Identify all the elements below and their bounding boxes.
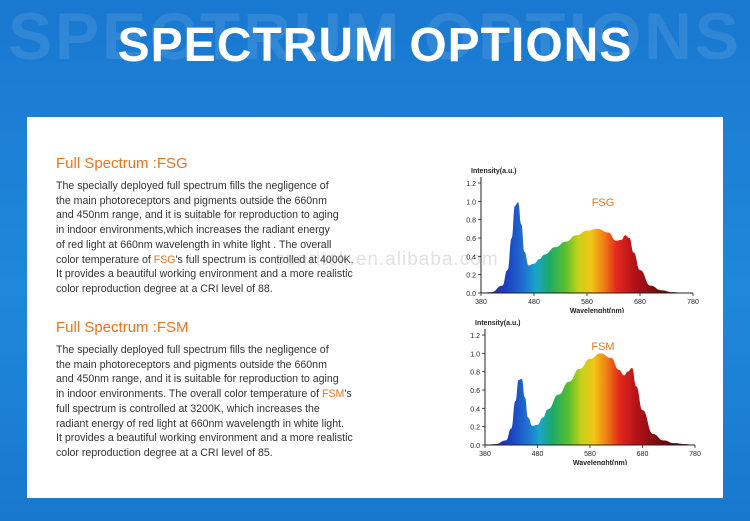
body-line: radiant energy of red light at 660nm wav… (56, 417, 344, 430)
x-tick-label: 680 (634, 299, 646, 306)
body-line: in indoor environments. The overall colo… (56, 388, 352, 401)
highlight-fsg: FSG (153, 253, 176, 266)
body-line: the main photoreceptors and pigments out… (56, 194, 327, 207)
page-title: SPECTRUM OPTIONS (117, 19, 633, 72)
ghost-title: SPECTRUM OPTIONS (8, 0, 742, 73)
y-tick-label: 0.6 (470, 388, 480, 395)
x-tick-label: 580 (584, 451, 596, 458)
x-tick-label: 480 (528, 299, 540, 306)
body-line: It provides a beautiful working environm… (56, 432, 353, 445)
y-tick-label: 0.6 (466, 236, 476, 243)
body-line: the main photoreceptors and pigments out… (56, 358, 327, 371)
y-tick-label: 0.0 (470, 443, 480, 450)
highlight-fsm: FSM (321, 388, 345, 401)
content-panel: Full Spectrum :FSG The specially deploye… (27, 117, 723, 498)
chart-fsm: 0.0 0.2 0.4 0.6 0.8 1.0 1.2 380 480 580 680 780 Inte… (453, 313, 703, 467)
y-axis-label: Intensity(a.u.) (471, 168, 517, 175)
body-line: color reproduction degree at a CRI level… (56, 282, 273, 295)
y-tick-label: 0.8 (470, 370, 480, 377)
y-tick-label: 1.2 (466, 181, 476, 188)
x-tick-label: 780 (689, 451, 701, 458)
y-axis-label: Intensity(a.u.) (475, 320, 521, 327)
x-tick-label: 480 (532, 451, 544, 458)
section-title-fsg: Full Spectrum :FSG (56, 155, 188, 172)
y-tick-label: 1.0 (466, 199, 476, 206)
y-tick-label: 0.8 (466, 218, 476, 225)
section-fsg: Full Spectrum :FSG The specially deploye… (56, 155, 386, 297)
x-tick-label: 380 (479, 451, 491, 458)
body-line: full spectrum is controlled at 3200K, wh… (56, 402, 320, 415)
section-body-fsm: The specially deployed full spectrum fil… (56, 343, 386, 461)
y-tick-label: 0.4 (470, 406, 480, 413)
section-body-fsg: The specially deployed full spectrum fil… (56, 179, 386, 297)
chart-fsg: 0.0 0.2 0.4 0.6 0.8 1.0 1.2 380 480 580 680 780 Inte… (453, 163, 703, 315)
body-line: The specially deployed full spectrum fil… (56, 344, 329, 356)
section-title-fsm: Full Spectrum :FSM (56, 319, 189, 336)
body-line: and 450nm range, and it is suitable for … (56, 209, 339, 222)
watermark: sunritek.en.alibaba.com (275, 249, 499, 270)
x-tick-label: 380 (475, 299, 487, 306)
spectrum-area (481, 202, 693, 293)
body-line: in indoor environments,which increases t… (56, 224, 330, 237)
spectrum-area (485, 353, 695, 445)
chart-fsm-svg: 0.0 0.2 0.4 0.6 0.8 1.0 1.2 380 480 580 680 780 Inte… (470, 320, 701, 467)
body-line: The specially deployed full spectrum fil… (56, 180, 329, 192)
x-tick-label: 780 (687, 299, 699, 306)
y-tick-label: 0.2 (470, 425, 480, 432)
y-tick-label: 0.4 (466, 254, 476, 261)
x-axis-label: Wavelenght(nm) (570, 308, 624, 313)
chart-title: FSG (592, 197, 615, 209)
y-tick-label: 0.0 (466, 291, 476, 298)
chart-title: FSM (591, 341, 614, 353)
body-line: It provides a beautiful working environm… (56, 268, 353, 281)
section-fsm: Full Spectrum :FSM The specially deploye… (56, 319, 386, 461)
body-line: color reproduction degree at a CRI level… (56, 446, 273, 459)
body-line: of red light at 660nm wavelength in whit… (56, 238, 332, 251)
y-tick-label: 0.2 (466, 273, 476, 280)
x-axis-label: Wavelenght(nm) (573, 460, 627, 465)
y-tick-label: 1.0 (470, 351, 480, 358)
body-line: and 450nm range, and it is suitable for … (56, 373, 339, 386)
x-tick-label: 680 (637, 451, 649, 458)
body-line: color temperature of FSG's full spectrum… (56, 253, 354, 266)
y-tick-label: 1.2 (470, 333, 480, 340)
chart-fsg-svg: 0.0 0.2 0.4 0.6 0.8 1.0 1.2 380 480 580 680 780 Inte… (466, 168, 699, 315)
x-tick-label: 580 (581, 299, 593, 306)
